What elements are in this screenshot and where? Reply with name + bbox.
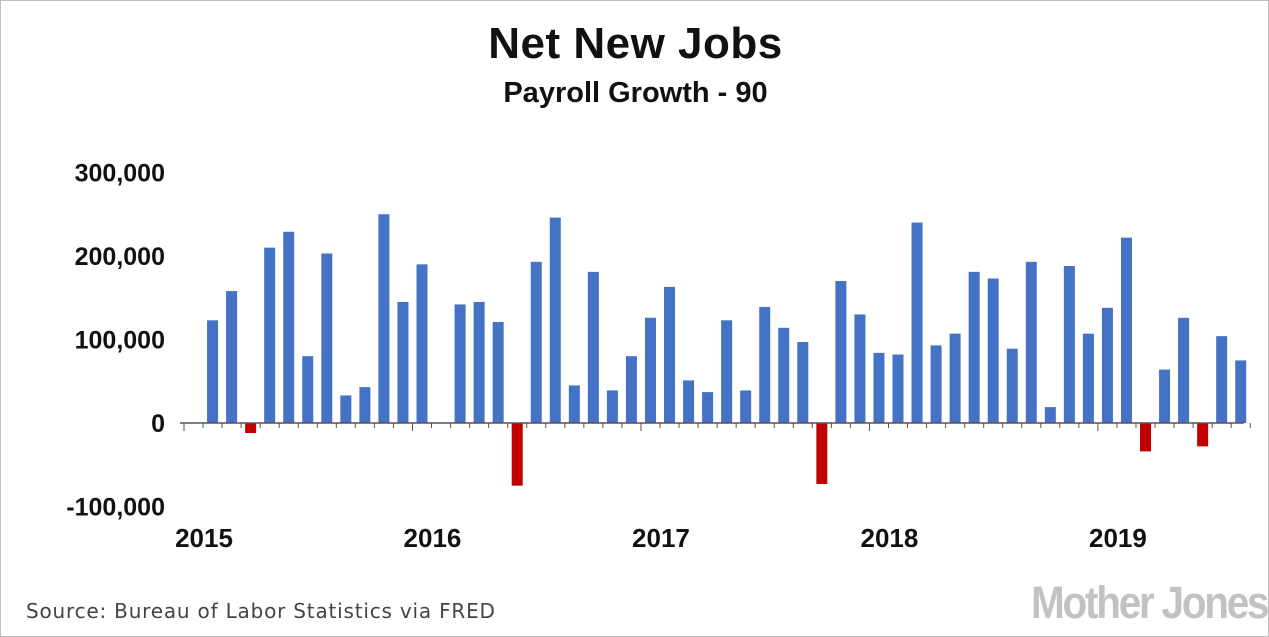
bar-2017-03	[683, 380, 695, 423]
bar-2015-03	[226, 291, 238, 423]
bar-2015-09	[340, 395, 352, 423]
bar-2016-06	[511, 423, 523, 486]
bar-2018-05	[949, 333, 961, 423]
bar-2016-09	[568, 385, 580, 423]
bar-2015-04	[245, 423, 257, 434]
x-tick-label: 2016	[404, 523, 462, 553]
bar-2015-05	[264, 247, 276, 423]
x-tick-label: 2015	[175, 523, 233, 553]
bar-2017-12	[854, 314, 866, 423]
bar-2017-01	[644, 317, 656, 423]
y-tick-label: 300,000	[75, 160, 165, 188]
bar-2019-04	[1159, 369, 1171, 423]
bar-2018-10	[1044, 407, 1056, 423]
bar-2019-07	[1216, 336, 1228, 423]
brand-logo: Mother Jones	[1031, 577, 1269, 628]
bar-2018-06	[968, 271, 980, 423]
bar-2019-06	[1197, 423, 1209, 447]
bar-2017-02	[664, 286, 676, 423]
bar-2015-08	[321, 253, 333, 423]
bar-2018-07	[987, 278, 999, 423]
y-axis-tick-labels: 300,000 200,000 100,000 0 -100,000	[66, 160, 165, 522]
y-tick-label: 200,000	[75, 243, 165, 271]
chart-title: Net New Jobs	[488, 19, 783, 68]
bar-2015-07	[302, 356, 314, 423]
bar-2017-08	[778, 327, 790, 423]
bar-2019-05	[1178, 317, 1190, 423]
bar-2019-08	[1235, 360, 1247, 424]
y-tick-label: -100,000	[66, 494, 165, 522]
bar-2017-10	[816, 423, 828, 484]
bar-2017-04	[702, 392, 714, 423]
chart-subtitle: Payroll Growth - 90	[503, 77, 768, 109]
bar-2015-11	[378, 214, 390, 423]
x-axis-tick-marks	[183, 423, 1251, 431]
bar-2019-01	[1101, 307, 1113, 423]
x-tick-label: 2018	[861, 523, 919, 553]
bar-2018-02	[892, 354, 904, 423]
bar-2018-08	[1006, 348, 1018, 423]
y-tick-label: 100,000	[75, 327, 165, 355]
bar-2018-01	[873, 352, 885, 423]
bar-2016-03	[454, 304, 466, 423]
bar-2018-09	[1025, 261, 1037, 423]
bar-2017-06	[740, 390, 752, 423]
x-tick-label: 2019	[1089, 523, 1147, 553]
bar-2016-08	[549, 217, 561, 423]
bar-2015-10	[359, 387, 371, 423]
bar-2016-01	[416, 264, 428, 423]
source-note: Source: Bureau of Labor Statistics via F…	[26, 599, 496, 623]
bar-2016-11	[606, 390, 618, 423]
bar-2016-07	[530, 261, 542, 423]
bar-2015-06	[283, 231, 295, 423]
bar-2015-12	[397, 301, 409, 423]
bar-2018-11	[1063, 266, 1075, 423]
bar-2016-05	[492, 321, 504, 423]
bar-2017-09	[797, 342, 809, 423]
bar-2017-11	[835, 281, 847, 423]
x-tick-label: 2017	[632, 523, 690, 553]
bar-2017-07	[759, 306, 771, 423]
y-tick-label: 0	[151, 410, 165, 438]
bar-2018-04	[930, 345, 942, 423]
bar-2016-12	[625, 356, 637, 423]
bar-2015-02	[207, 320, 219, 423]
bar-2019-03	[1140, 423, 1152, 452]
bar-2016-04	[473, 301, 485, 423]
bar-2016-10	[587, 271, 599, 423]
bar-2018-12	[1082, 333, 1094, 423]
bar-series	[207, 214, 1247, 486]
bar-2017-05	[721, 320, 733, 423]
x-axis-tick-labels: 2015 2016 2017 2018 2019	[175, 523, 1147, 553]
bar-2018-03	[911, 222, 923, 423]
bar-2019-02	[1120, 237, 1132, 423]
